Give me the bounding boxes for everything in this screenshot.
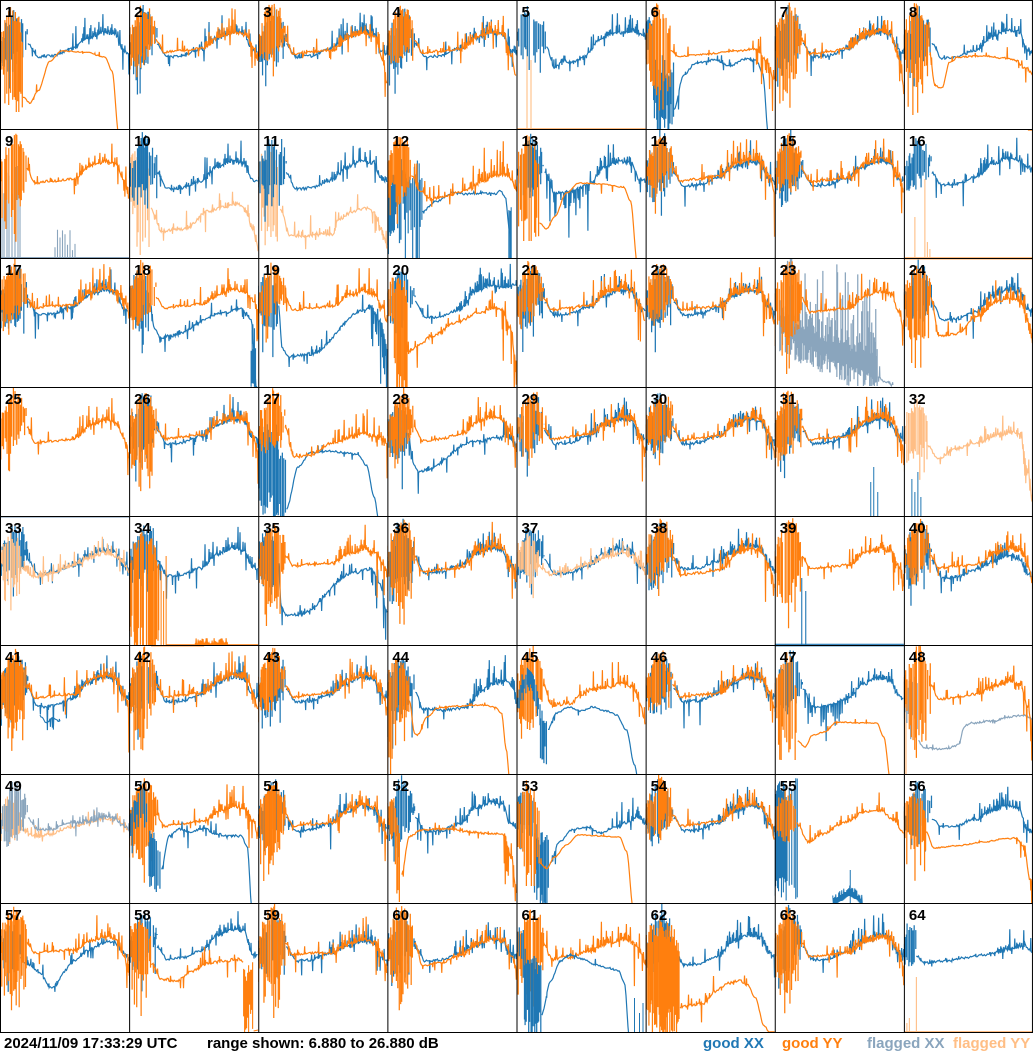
svg-text:42: 42 xyxy=(134,649,151,666)
svg-text:3: 3 xyxy=(263,4,271,21)
svg-text:58: 58 xyxy=(134,907,151,924)
svg-text:29: 29 xyxy=(522,391,539,408)
svg-text:38: 38 xyxy=(651,520,668,537)
svg-text:good YY: good YY xyxy=(782,1035,843,1052)
svg-text:30: 30 xyxy=(651,391,668,408)
svg-text:8: 8 xyxy=(909,4,917,21)
svg-text:40: 40 xyxy=(909,520,926,537)
svg-text:14: 14 xyxy=(651,133,668,150)
svg-text:28: 28 xyxy=(392,391,409,408)
svg-text:12: 12 xyxy=(392,133,409,150)
svg-text:13: 13 xyxy=(522,133,539,150)
svg-text:60: 60 xyxy=(392,907,409,924)
svg-text:52: 52 xyxy=(392,778,409,795)
svg-text:46: 46 xyxy=(651,649,668,666)
svg-text:31: 31 xyxy=(780,391,797,408)
svg-text:35: 35 xyxy=(263,520,280,537)
svg-text:10: 10 xyxy=(134,133,151,150)
svg-text:15: 15 xyxy=(780,133,797,150)
svg-text:22: 22 xyxy=(651,262,668,279)
svg-text:48: 48 xyxy=(909,649,926,666)
svg-text:56: 56 xyxy=(909,778,926,795)
svg-text:41: 41 xyxy=(5,649,22,666)
svg-text:33: 33 xyxy=(5,520,22,537)
svg-text:2: 2 xyxy=(134,4,142,21)
svg-text:range shown: 6.880 to 26.880 d: range shown: 6.880 to 26.880 dB xyxy=(207,1035,439,1052)
svg-text:45: 45 xyxy=(522,649,539,666)
svg-text:53: 53 xyxy=(522,778,539,795)
svg-text:57: 57 xyxy=(5,907,22,924)
svg-text:2024/11/09 17:33:29 UTC: 2024/11/09 17:33:29 UTC xyxy=(4,1035,178,1052)
svg-text:flagged XX: flagged XX xyxy=(867,1035,945,1052)
svg-text:34: 34 xyxy=(134,520,151,537)
svg-text:51: 51 xyxy=(263,778,280,795)
svg-text:24: 24 xyxy=(909,262,926,279)
svg-text:1: 1 xyxy=(5,4,13,21)
svg-text:50: 50 xyxy=(134,778,151,795)
svg-text:63: 63 xyxy=(780,907,797,924)
svg-text:good XX: good XX xyxy=(703,1035,764,1052)
svg-text:27: 27 xyxy=(263,391,280,408)
svg-text:47: 47 xyxy=(780,649,797,666)
svg-text:37: 37 xyxy=(522,520,539,537)
svg-text:5: 5 xyxy=(522,4,530,21)
svg-text:flagged YY: flagged YY xyxy=(953,1035,1030,1052)
svg-text:36: 36 xyxy=(392,520,409,537)
svg-text:43: 43 xyxy=(263,649,280,666)
svg-text:11: 11 xyxy=(263,133,279,150)
svg-text:59: 59 xyxy=(263,907,280,924)
svg-text:39: 39 xyxy=(780,520,797,537)
svg-text:23: 23 xyxy=(780,262,797,279)
svg-text:19: 19 xyxy=(263,262,280,279)
svg-text:62: 62 xyxy=(651,907,668,924)
svg-text:6: 6 xyxy=(651,4,659,21)
svg-text:55: 55 xyxy=(780,778,797,795)
svg-text:17: 17 xyxy=(5,262,22,279)
svg-text:49: 49 xyxy=(5,778,22,795)
svg-text:26: 26 xyxy=(134,391,151,408)
svg-text:61: 61 xyxy=(522,907,539,924)
svg-text:32: 32 xyxy=(909,391,926,408)
svg-text:18: 18 xyxy=(134,262,151,279)
svg-text:4: 4 xyxy=(392,4,401,21)
svg-text:54: 54 xyxy=(651,778,668,795)
svg-text:20: 20 xyxy=(392,262,409,279)
svg-text:7: 7 xyxy=(780,4,788,21)
svg-text:21: 21 xyxy=(522,262,539,279)
svg-text:9: 9 xyxy=(5,133,13,150)
svg-text:16: 16 xyxy=(909,133,926,150)
svg-text:44: 44 xyxy=(392,649,409,666)
svg-text:64: 64 xyxy=(909,907,926,924)
svg-text:25: 25 xyxy=(5,391,22,408)
